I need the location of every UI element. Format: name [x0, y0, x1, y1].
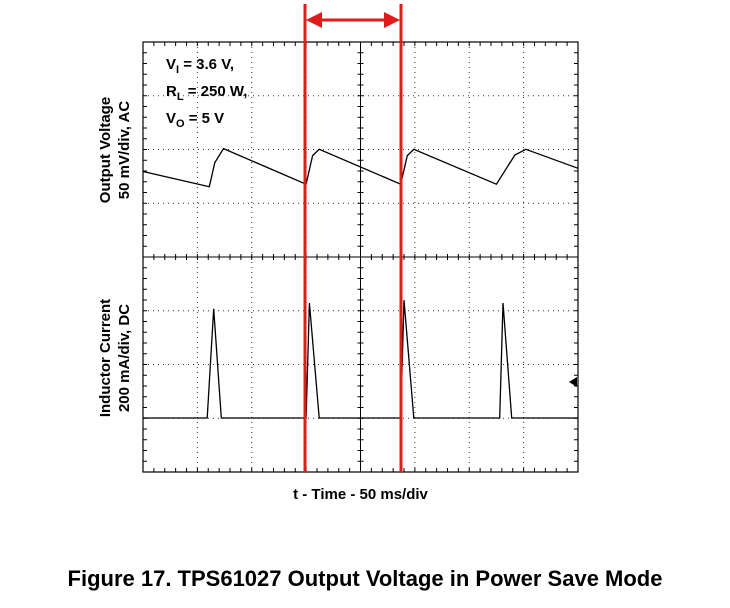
inductor-current-trace — [143, 300, 578, 419]
test-conditions: VI = 3.6 V, RL = 250 W, VO = 5 V — [166, 54, 247, 135]
output-voltage-axis-label: Output Voltage 50 mV/div, AC — [97, 96, 133, 204]
ground-level-arrow-icon — [569, 377, 577, 387]
period-marker-arrow-right-icon — [384, 12, 400, 28]
figure-caption: Figure 17. TPS61027 Output Voltage in Po… — [67, 566, 663, 591]
condition-vi: VI = 3.6 V, — [166, 56, 234, 76]
period-marker — [303, 4, 403, 472]
x-axis-label: t - Time - 50 ms/div — [293, 486, 428, 503]
period-marker-arrow-left-icon — [306, 12, 322, 28]
inductor-current-axis-label: Inductor Current 200 mA/div, DC — [97, 298, 133, 418]
output-voltage-trace — [142, 147, 579, 188]
condition-rl: RL = 250 W, — [166, 83, 248, 103]
condition-vo: VO = 5 V — [166, 110, 225, 130]
